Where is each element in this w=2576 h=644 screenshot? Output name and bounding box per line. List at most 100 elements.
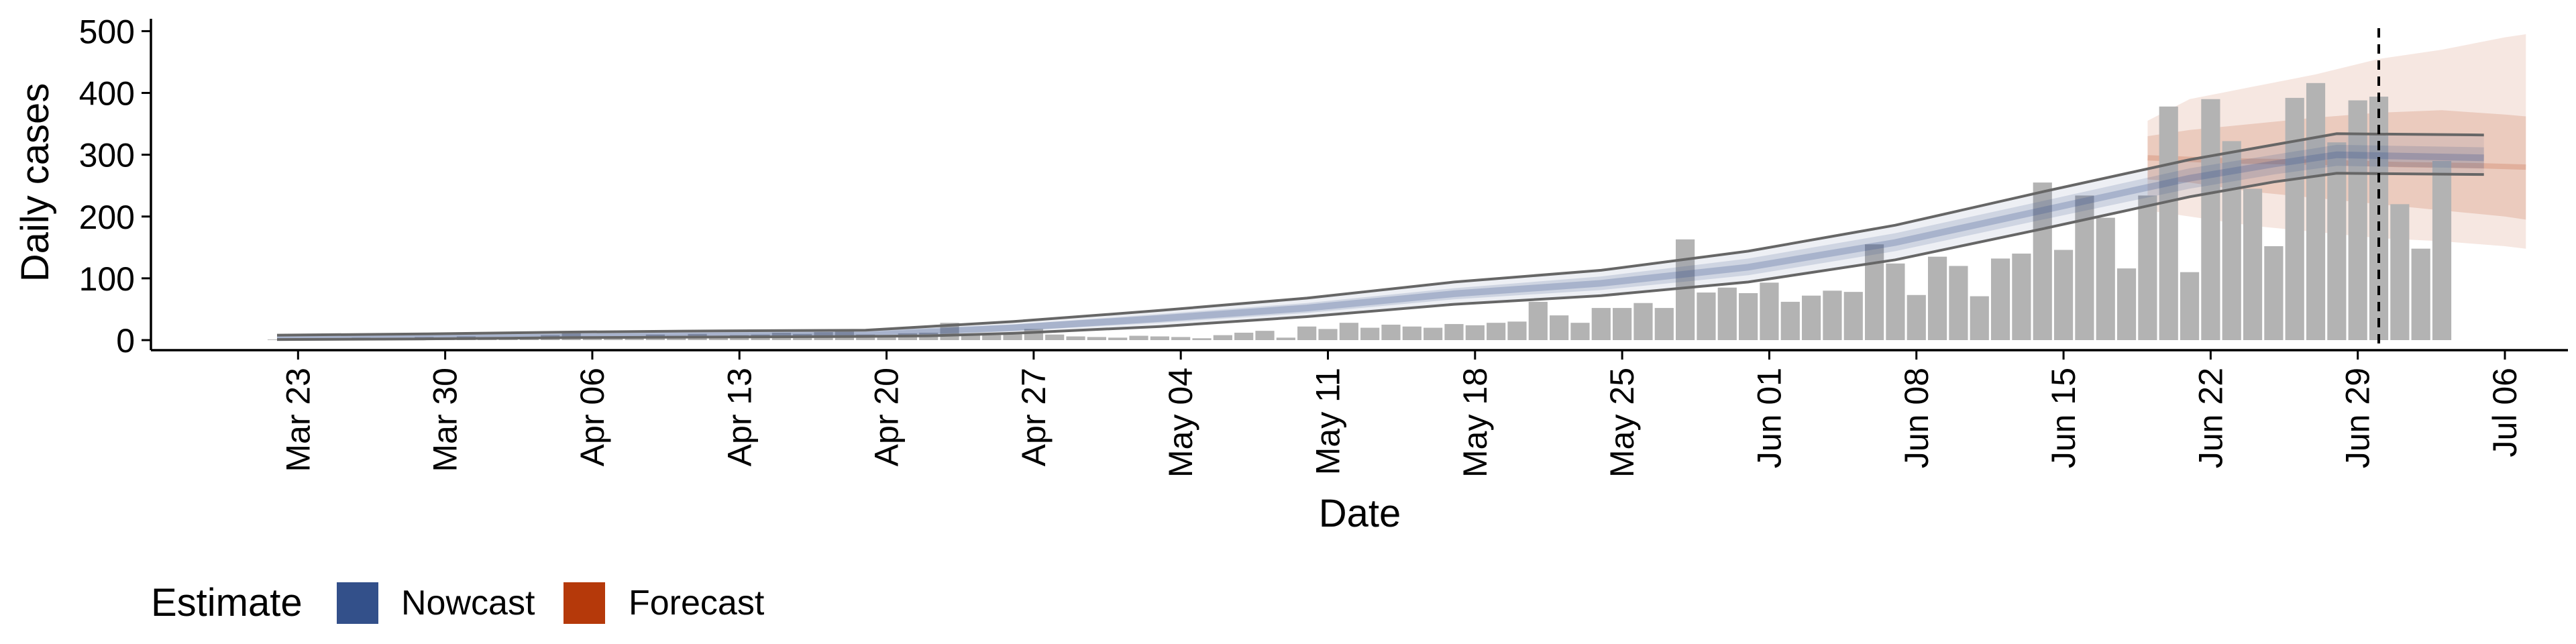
y-tick-label: 200	[79, 199, 135, 236]
observed-bar	[1550, 315, 1569, 340]
observed-bar	[1780, 301, 1800, 340]
observed-bar	[1444, 324, 1464, 340]
x-tick-label: Jun 01	[1750, 368, 1788, 468]
legend-title: Estimate	[151, 581, 303, 625]
x-tick-label: Apr 06	[574, 368, 611, 466]
observed-bar	[1802, 295, 1821, 340]
observed-bar	[1843, 292, 1863, 340]
legend: Estimate Nowcast Forecast	[151, 581, 765, 625]
x-axis-title: Date	[1319, 492, 1401, 535]
observed-bar	[2432, 160, 2452, 340]
observed-bar	[1528, 301, 1548, 340]
observed-bar	[1360, 327, 1380, 340]
observed-bar	[267, 339, 287, 340]
observed-bar	[1381, 324, 1401, 340]
observed-bar	[1066, 336, 1085, 340]
nowcast-inner-band	[277, 144, 2484, 339]
observed-bar	[1465, 325, 1485, 340]
nowcast-inner-band-layer	[277, 144, 2484, 339]
observed-bar	[1424, 327, 1443, 340]
observed-bar	[1570, 323, 1590, 340]
observed-bar	[1823, 290, 1842, 340]
x-axis-ticks: Mar 23 Mar 30 Apr 06 Apr 13 Apr 20 Apr 27 May …	[279, 350, 2524, 478]
x-tick-label: May 04	[1162, 368, 1199, 478]
x-tick-label: Jun 08	[1898, 368, 1935, 468]
observed-bar	[1192, 338, 1212, 340]
observed-bar	[982, 335, 1002, 340]
observed-bar	[1297, 326, 1317, 340]
observed-bar	[1990, 258, 2010, 340]
observed-bar	[1591, 308, 1611, 340]
observed-bar	[1339, 323, 1358, 340]
observed-bar	[2411, 248, 2430, 340]
legend-key-forecast	[564, 582, 605, 624]
observed-bar	[2390, 204, 2410, 340]
observed-bar	[1213, 335, 1232, 340]
observed-bar	[1927, 256, 1947, 340]
x-tick-label: Mar 30	[427, 368, 464, 472]
observed-bar	[1739, 292, 1758, 340]
observed-bar	[2096, 217, 2115, 340]
nowcast-lower-bound-line	[276, 172, 2484, 341]
observed-bar	[1255, 331, 1275, 340]
observed-bar	[2348, 100, 2367, 341]
observed-bar	[2159, 106, 2178, 341]
observed-bar	[1697, 292, 1716, 340]
observed-bar	[1613, 308, 1632, 340]
y-tick-label: 300	[79, 137, 135, 174]
legend-label-forecast: Forecast	[629, 584, 765, 623]
observed-bar	[1760, 282, 1779, 340]
nowcast-upper-bound-line	[276, 132, 2484, 337]
nowcast-median-line	[276, 151, 2484, 341]
observed-bar	[961, 333, 980, 340]
observed-bar	[2012, 254, 2031, 340]
observed-bar	[1045, 334, 1065, 340]
x-tick-label: May 11	[1309, 368, 1347, 475]
y-axis-ticks: 0 100 200 300 400 500	[79, 13, 151, 360]
y-tick-label: 100	[79, 260, 135, 298]
observed-bar	[2116, 268, 2137, 340]
nowcast-outer-band	[277, 133, 2484, 340]
observed-bar	[2285, 97, 2304, 340]
y-tick-label: 400	[79, 75, 135, 113]
observed-bar	[2243, 189, 2263, 340]
observed-bar	[1108, 337, 1128, 340]
observed-bar	[2138, 195, 2157, 340]
x-tick-label: Jul 06	[2486, 368, 2524, 457]
observed-bar	[1129, 335, 1148, 340]
observed-bar	[1171, 337, 1191, 340]
observed-bar	[2222, 141, 2241, 340]
observed-bar	[1487, 323, 1506, 340]
observed-bar	[1234, 332, 1254, 340]
observed-bar	[2201, 99, 2220, 340]
observed-bar	[2306, 83, 2326, 341]
observed-bar	[1276, 337, 1295, 340]
forecast-outer-band-layer	[2147, 34, 2526, 249]
observed-bar	[1886, 263, 1905, 340]
observed-bar	[1654, 308, 1674, 340]
x-tick-label: Apr 13	[720, 368, 758, 466]
legend-label-nowcast: Nowcast	[401, 584, 535, 623]
observed-bar	[1507, 321, 1527, 340]
x-tick-label: May 25	[1603, 368, 1641, 478]
observed-bar	[1717, 287, 1737, 340]
observed-bar	[1087, 337, 1106, 340]
observed-bar	[1318, 329, 1338, 340]
observed-bar	[1150, 336, 1169, 340]
x-tick-label: May 18	[1456, 368, 1494, 478]
observed-bar	[877, 335, 896, 340]
observed-bar	[2180, 272, 2200, 340]
plot-layers	[267, 34, 2526, 341]
y-tick-label: 0	[116, 322, 135, 360]
observed-bar	[1907, 294, 1926, 340]
observed-bar	[2053, 250, 2074, 340]
observed-bar	[1864, 244, 1884, 340]
observed-bar	[1633, 303, 1653, 340]
x-tick-label: Jun 15	[2045, 368, 2082, 468]
observed-bar	[2264, 246, 2284, 340]
observed-bar	[2369, 97, 2389, 341]
observed-bar	[1970, 296, 1989, 340]
legend-key-nowcast	[337, 582, 378, 624]
x-tick-label: Jun 29	[2339, 368, 2377, 468]
observed-bar	[2033, 182, 2052, 340]
